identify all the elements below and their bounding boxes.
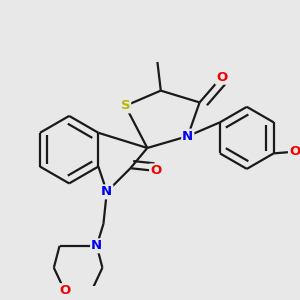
Text: N: N — [101, 185, 112, 198]
Text: O: O — [150, 164, 161, 177]
Text: O: O — [216, 70, 227, 84]
Text: S: S — [121, 99, 130, 112]
Text: N: N — [91, 239, 102, 252]
Text: O: O — [289, 145, 300, 158]
Text: O: O — [59, 284, 70, 297]
Text: N: N — [182, 130, 193, 143]
